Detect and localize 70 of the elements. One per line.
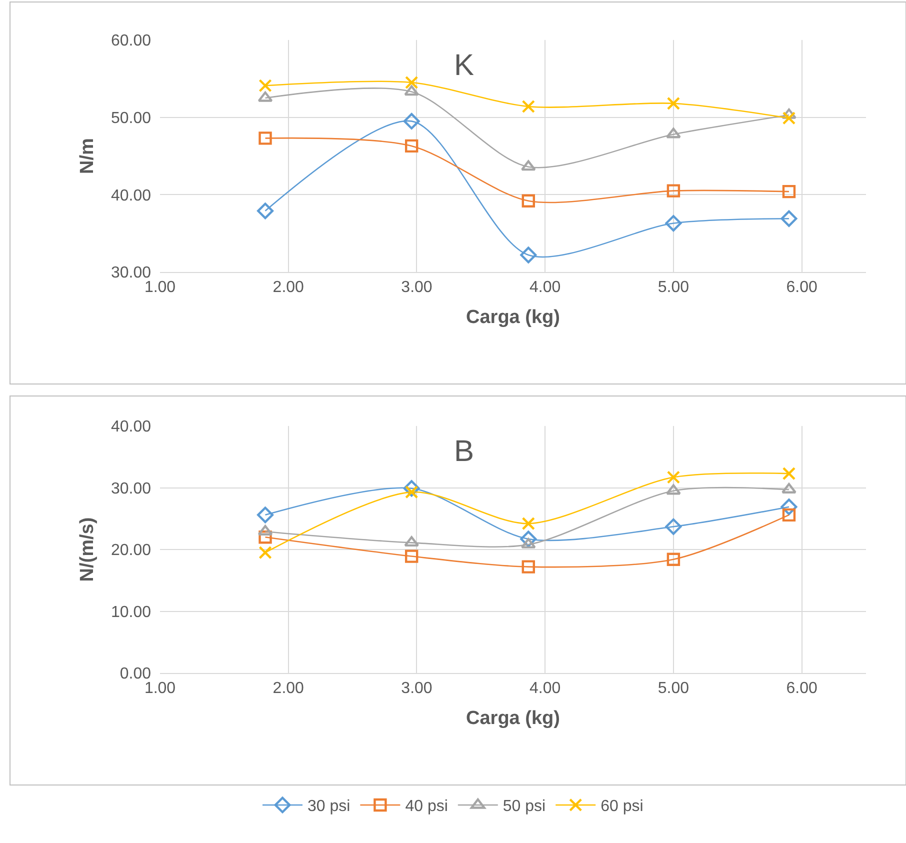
point [666,128,681,138]
x-tick-label: 3.00 [401,680,432,698]
point [522,516,535,530]
legend-label: 50 psi [502,798,546,816]
y-tick-label: 50.00 [110,110,152,127]
point [665,518,682,535]
point [666,470,680,484]
legend-label: 60 psi [600,798,644,816]
y-tick-label: 30.00 [110,264,152,282]
point [665,215,682,232]
y-tick-label: 20.00 [110,542,152,560]
point [522,100,535,114]
point [520,160,536,171]
point [666,552,680,566]
point [404,76,418,90]
point [258,91,273,102]
point [782,184,796,198]
y-tick-label: 60.00 [110,32,152,50]
x-tick-label: 1.00 [144,279,176,296]
point [258,79,272,92]
point [520,530,537,548]
y-tick-label: 40.00 [110,418,152,436]
x-tick-label: 2.00 [272,279,304,296]
point [258,530,272,544]
point [257,506,274,524]
y-tick-label: 30.00 [110,480,152,498]
point [404,85,420,96]
point [522,194,535,208]
point [780,210,798,227]
legend-label: 30 psi [308,798,350,816]
point [666,96,680,110]
point [782,466,796,480]
point [258,524,273,536]
point [403,112,420,130]
chart-title: B [454,435,474,468]
y-axis-title: N/m [76,138,98,174]
y-tick-label: 0.00 [120,666,152,683]
x-tick-label: 5.00 [658,279,690,296]
x-tick-label: 5.00 [658,680,690,698]
chart-title: K [454,49,474,82]
point [782,112,796,125]
x-tick-label: 4.00 [530,279,561,296]
x-tick-label: 1.00 [144,680,176,698]
y-axis-title: N/(m/s) [76,517,98,582]
point [782,108,796,119]
point [520,246,537,264]
point [257,202,274,220]
point [522,560,535,574]
x-tick-label: 6.00 [786,279,818,296]
point [404,550,418,563]
legend-label: 40 psi [405,798,448,816]
point [258,546,272,560]
x-axis-title: Carga (kg) [466,708,560,729]
point [666,484,681,495]
x-tick-label: 2.00 [272,680,304,698]
point [780,498,798,516]
x-tick-label: 3.00 [401,279,432,296]
point [782,483,796,494]
point [666,184,680,198]
x-tick-label: 6.00 [786,680,818,698]
x-axis-title: Carga (kg) [466,307,560,328]
point [782,508,796,522]
point [404,536,420,547]
point [403,480,420,497]
y-tick-label: 40.00 [110,187,152,204]
point [520,538,536,548]
point [258,132,272,145]
y-tick-label: 10.00 [110,604,152,621]
x-tick-label: 4.00 [530,680,561,698]
point [404,139,418,153]
